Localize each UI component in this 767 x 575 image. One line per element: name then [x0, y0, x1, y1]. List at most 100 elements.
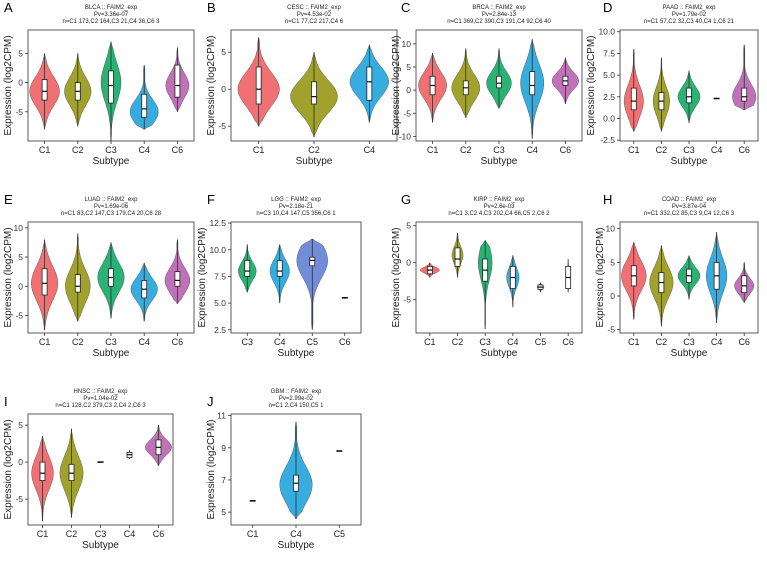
x-axis-title: Subtype [481, 156, 518, 167]
iqr-box [74, 274, 81, 293]
x-tick-label: C4 [711, 145, 723, 155]
panel-label: H [603, 192, 612, 207]
iqr-box [39, 461, 46, 482]
x-tick-label: C6 [339, 337, 351, 347]
x-tick-label: C5 [334, 529, 346, 539]
panel-title: PAAD :: FAIM2_exp [663, 5, 717, 11]
x-tick-label: C3 [479, 337, 491, 347]
violin-c4: C4 [706, 231, 728, 347]
panel-title: COAD :: FAIM2_exp [662, 197, 717, 203]
y-axis-title: Expression (log2CPM) [586, 35, 597, 135]
x-axis-title: Subtype [278, 348, 315, 359]
y-tick-label: 0 [610, 291, 615, 301]
iqr-box [276, 260, 283, 277]
y-tick-label: -5 [15, 494, 23, 504]
violin-c5: C5 [334, 450, 346, 539]
x-tick-label: C2 [72, 337, 84, 347]
violin-c1: C1 [621, 241, 647, 347]
x-tick-label: C1 [628, 337, 640, 347]
x-tick-label: C1 [424, 337, 436, 347]
x-tick-label: C1 [253, 145, 265, 155]
violin-c3: C3 [478, 240, 493, 347]
iqr-box [741, 87, 748, 102]
iqr-box [141, 93, 148, 119]
y-tick-label: 2.5 [214, 325, 226, 335]
panel-title: CESC :: FAIM2_exp [287, 5, 341, 11]
y-tick-label: 10 [402, 39, 412, 49]
panel-label: I [4, 394, 8, 409]
x-tick-label: C4 [138, 337, 150, 347]
violin-c6: C6 [339, 296, 351, 347]
y-axis-title: Expression (log2CPM) [391, 227, 402, 327]
violin-c2: C2 [65, 233, 91, 347]
x-tick-label: C2 [656, 337, 668, 347]
violin-c4: C4 [124, 450, 135, 539]
x-axis-title: Subtype [671, 348, 708, 359]
x-axis-title: Subtype [481, 348, 518, 359]
y-tick-label: 7 [221, 475, 226, 485]
violin-c6: C6 [165, 47, 190, 155]
x-tick-label: C4 [507, 337, 519, 347]
violin-c1: C1 [31, 239, 59, 347]
iqr-box [309, 256, 316, 267]
y-tick-label: 5 [221, 47, 226, 57]
plot-frame [230, 221, 362, 334]
panel-title: BLCA :: FAIM2_exp [85, 5, 138, 11]
violin-c4: C4 [269, 244, 290, 347]
violin-c3: C3 [486, 48, 512, 155]
violin-c3: C3 [95, 461, 107, 539]
x-tick-label: C2 [308, 145, 320, 155]
x-tick-label: C3 [105, 145, 117, 155]
panel-pvalue: Pv=2.99e-02 [279, 396, 314, 402]
panel-pvalue: Pv=3.36e-07 [94, 12, 129, 18]
y-tick-label: -5 [403, 295, 411, 305]
y-tick-label: 0 [18, 78, 23, 88]
violin-c3: C3 [677, 70, 701, 155]
iqr-box [41, 79, 48, 101]
y-tick-label: 5.0 [214, 298, 226, 308]
x-tick-label: C2 [66, 529, 78, 539]
y-tick-label: 0.0 [603, 113, 615, 123]
y-tick-label: 2.5 [603, 92, 615, 102]
y-tick-label: 10.0 [598, 27, 615, 37]
y-tick-label: 5.0 [603, 70, 615, 80]
panel-pvalue: Pv=1.04e-02 [83, 396, 118, 402]
violin-c2: C2 [451, 48, 481, 155]
violin-c2: C2 [652, 57, 670, 155]
y-tick-label: -5 [218, 121, 226, 131]
panel-title: LUAD :: FAIM2_exp [84, 197, 138, 203]
y-tick-label: -10 [399, 131, 412, 141]
x-tick-label: C4 [364, 145, 376, 155]
y-tick-label: 10.0 [209, 245, 226, 255]
panel-pvalue: Pv=2.18e-21 [279, 204, 314, 210]
iqr-box [630, 87, 637, 111]
x-tick-label: C5 [306, 337, 318, 347]
y-axis-title: Expression (log2CPM) [595, 227, 606, 327]
y-tick-label: 5 [610, 257, 615, 267]
y-axis-title: Expression (log2CPM) [3, 227, 14, 327]
iqr-box [311, 81, 317, 105]
violin-c1: C1 [237, 37, 280, 155]
x-tick-label: C2 [460, 145, 472, 155]
x-tick-label: C6 [560, 145, 572, 155]
violin-c2: C2 [64, 53, 92, 155]
panel-title: HNSC :: FAIM2_exp [73, 389, 128, 395]
iqr-box [68, 463, 75, 482]
panel-sample-counts: n=C1 57,C2 32,C3 40,C4 1,C6 21 [644, 19, 735, 25]
panel-label: J [207, 394, 214, 409]
x-tick-label: C3 [683, 145, 695, 155]
panel-pvalue: Pv=2.6e-03 [484, 204, 516, 210]
x-axis-title: Subtype [278, 540, 315, 551]
y-axis-title: Expression (log2CPM) [206, 35, 217, 135]
iqr-box [366, 66, 373, 101]
x-tick-label: C3 [95, 529, 107, 539]
y-tick-label: 9 [221, 443, 226, 453]
y-axis-title: Expression (log2CPM) [391, 35, 402, 135]
panel-sample-counts: n=C1 369,C2 390,C3 191,C4 92,C6 40 [447, 19, 551, 25]
violin-c6: C6 [145, 424, 172, 539]
